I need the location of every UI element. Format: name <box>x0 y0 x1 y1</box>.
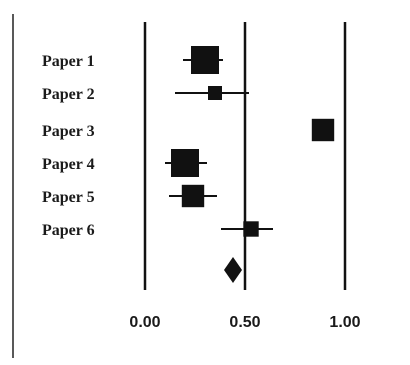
study-label: Paper 4 <box>42 156 95 173</box>
study-labels: Paper 1 Paper 2 Paper 3 Paper 4 Paper 5 Paper… <box>42 53 95 239</box>
point-estimate-square <box>191 46 219 74</box>
point-estimate-square <box>311 118 335 142</box>
study-marks <box>165 46 335 283</box>
reference-lines <box>143 22 347 290</box>
study-label: Paper 3 <box>42 123 95 140</box>
point-estimate-square <box>243 221 259 237</box>
study-label: Paper 6 <box>42 222 95 239</box>
pooled-estimate-diamond <box>224 257 242 283</box>
study-label: Paper 5 <box>42 189 95 206</box>
x-tick-label: 1.00 <box>329 314 360 331</box>
x-tick-labels: 0.00 0.50 1.00 <box>129 314 360 331</box>
point-estimate-square <box>171 149 199 177</box>
point-estimate-square <box>181 184 205 208</box>
x-tick-label: 0.00 <box>129 314 160 331</box>
study-label: Paper 1 <box>42 53 95 70</box>
study-label: Paper 2 <box>42 86 95 103</box>
x-tick-label: 0.50 <box>229 314 260 331</box>
point-estimate-square <box>208 86 222 100</box>
